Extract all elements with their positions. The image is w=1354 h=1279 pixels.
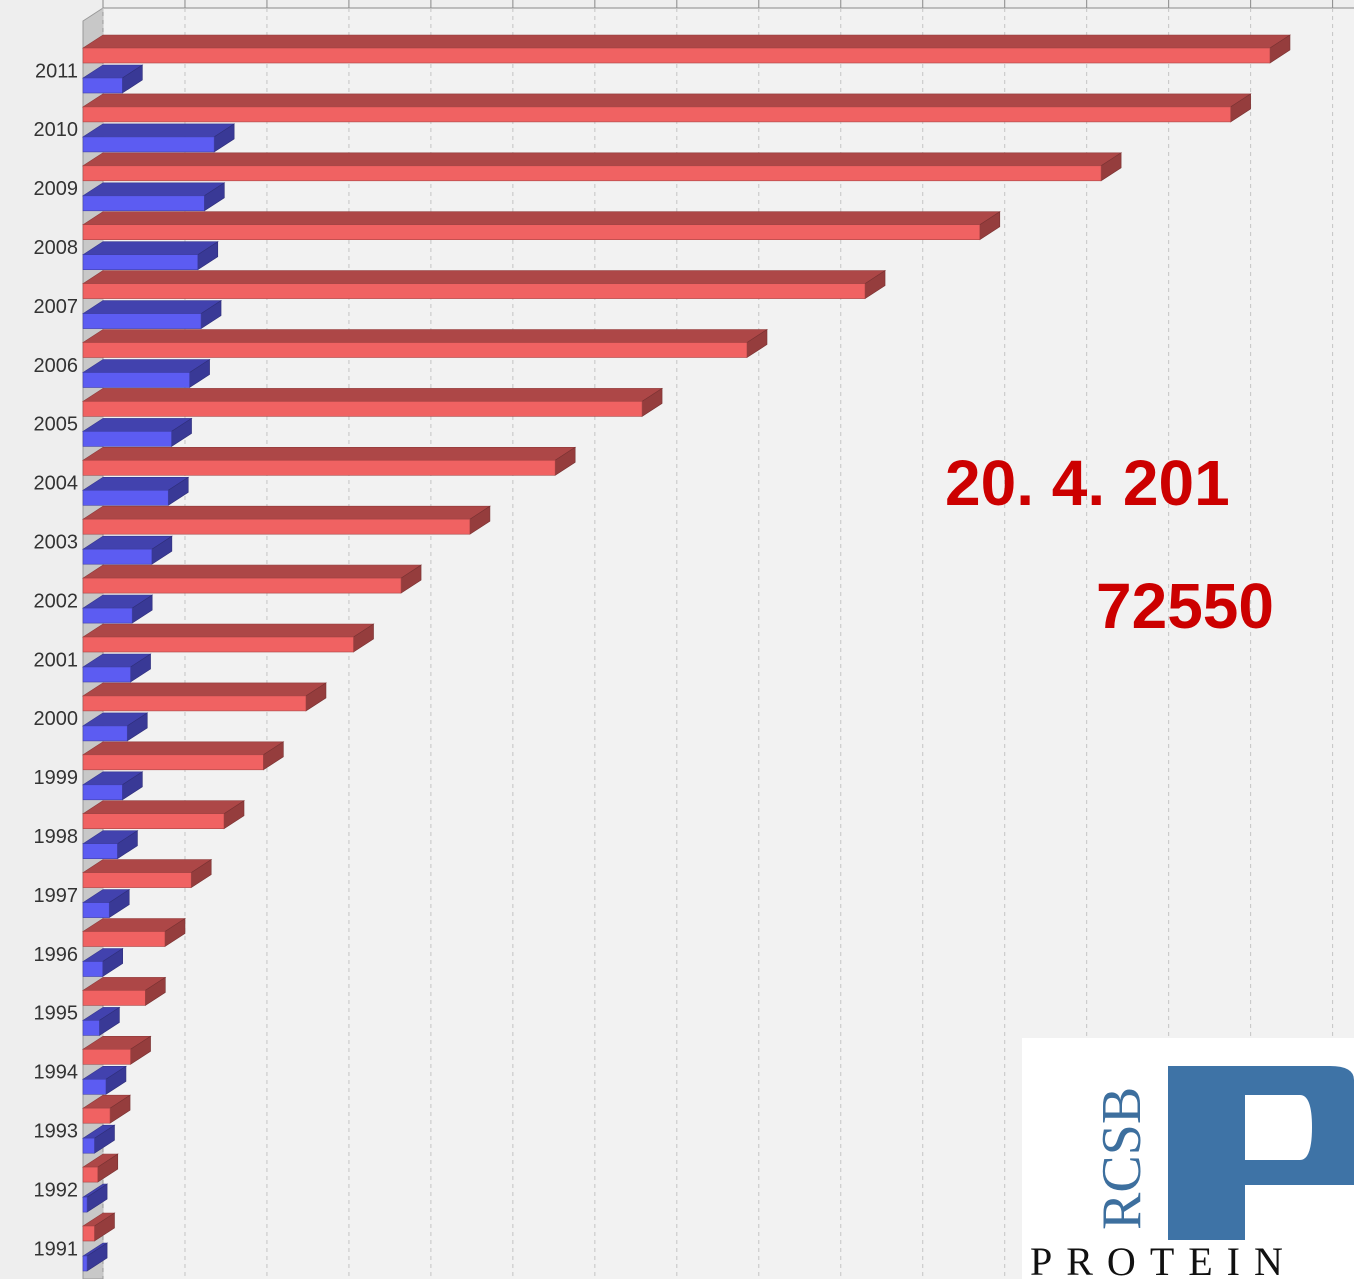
- y-tick-label: 1993: [34, 1120, 79, 1142]
- bar: [82, 1196, 88, 1213]
- y-tick-label: 2001: [34, 649, 79, 671]
- bar-top: [81, 741, 285, 756]
- bar: [82, 902, 110, 918]
- bar-top: [81, 388, 664, 402]
- bar: [82, 1137, 95, 1154]
- y-tick-label: 1992: [34, 1179, 79, 1201]
- logo-text: PROTEIN: [1030, 1239, 1297, 1279]
- bar: [82, 136, 215, 153]
- bar: [82, 224, 981, 240]
- y-tick-label: 1994: [34, 1062, 79, 1084]
- bar-top: [81, 93, 1252, 108]
- logo-letter: [1168, 1066, 1354, 1240]
- y-tick-label: 2003: [34, 531, 79, 553]
- bar-top: [81, 359, 211, 373]
- bar: [82, 1049, 131, 1065]
- bar: [82, 431, 172, 447]
- bar: [82, 77, 123, 94]
- bar-top: [81, 446, 577, 461]
- y-tick-label: 1999: [34, 767, 79, 789]
- bar-top: [81, 682, 327, 697]
- bar: [82, 695, 307, 712]
- bar: [82, 342, 748, 358]
- bar-top: [81, 505, 491, 520]
- bar: [82, 548, 153, 565]
- bar: [82, 195, 205, 212]
- y-tick-label: 1996: [34, 944, 79, 966]
- y-tick-label: 2009: [34, 178, 79, 200]
- bar-top: [81, 34, 1291, 49]
- bar-top: [81, 859, 213, 873]
- bar: [82, 754, 264, 771]
- bar: [82, 283, 866, 299]
- y-tick-label: 1991: [34, 1238, 79, 1260]
- bar: [82, 990, 146, 1006]
- y-tick-label: 1998: [34, 826, 79, 848]
- annotation-date: 20. 4. 201: [945, 447, 1230, 519]
- bar: [82, 401, 643, 417]
- bar: [82, 254, 199, 270]
- logo: RCSB PROTEIN: [1022, 1038, 1354, 1279]
- bar: [82, 47, 1271, 64]
- bar-top: [81, 182, 226, 197]
- bar-top: [81, 123, 236, 138]
- bar-top: [81, 241, 219, 255]
- bar: [82, 518, 471, 535]
- bar: [82, 372, 190, 388]
- bar-top: [81, 211, 1001, 225]
- bar: [82, 843, 118, 860]
- bar: [82, 1166, 99, 1183]
- bar: [82, 961, 103, 977]
- bar: [82, 931, 166, 947]
- logo-side-text: RCSB: [1091, 1087, 1153, 1230]
- bar: [82, 607, 133, 624]
- y-tick-label: 2010: [34, 119, 79, 141]
- bar-top: [81, 564, 423, 579]
- y-tick-label: 1995: [34, 1003, 79, 1025]
- bar: [82, 1020, 100, 1036]
- bar: [82, 106, 1231, 123]
- bar-top: [81, 152, 1123, 167]
- y-tick-label: 2004: [34, 473, 79, 495]
- bar: [82, 1079, 107, 1095]
- y-tick-label: 2007: [34, 296, 79, 318]
- bar: [82, 489, 169, 506]
- y-tick-label: 1997: [34, 885, 79, 907]
- bar-top: [81, 800, 246, 815]
- bar-top: [81, 300, 223, 314]
- bar: [82, 784, 123, 801]
- y-tick-label: 2002: [34, 590, 79, 612]
- y-tick-label: 2011: [35, 60, 78, 82]
- bar: [82, 577, 402, 594]
- bar: [82, 666, 131, 683]
- y-tick-label: 2005: [34, 414, 79, 436]
- bar: [82, 636, 354, 653]
- bar: [82, 813, 225, 830]
- y-tick-label: 2008: [34, 237, 79, 259]
- bar: [82, 165, 1102, 182]
- bar-top: [81, 270, 887, 284]
- bar: [82, 313, 202, 329]
- bar: [82, 459, 556, 476]
- bar-top: [81, 623, 375, 638]
- y-tick-label: 2000: [34, 708, 79, 730]
- bar-top: [81, 329, 768, 343]
- bar: [82, 1225, 95, 1242]
- annotation-count: 72550: [1096, 570, 1274, 642]
- bar: [82, 872, 192, 888]
- bar: [82, 1107, 111, 1124]
- y-tick-label: 2006: [34, 355, 79, 377]
- bar: [82, 725, 128, 742]
- bar: [82, 1255, 88, 1272]
